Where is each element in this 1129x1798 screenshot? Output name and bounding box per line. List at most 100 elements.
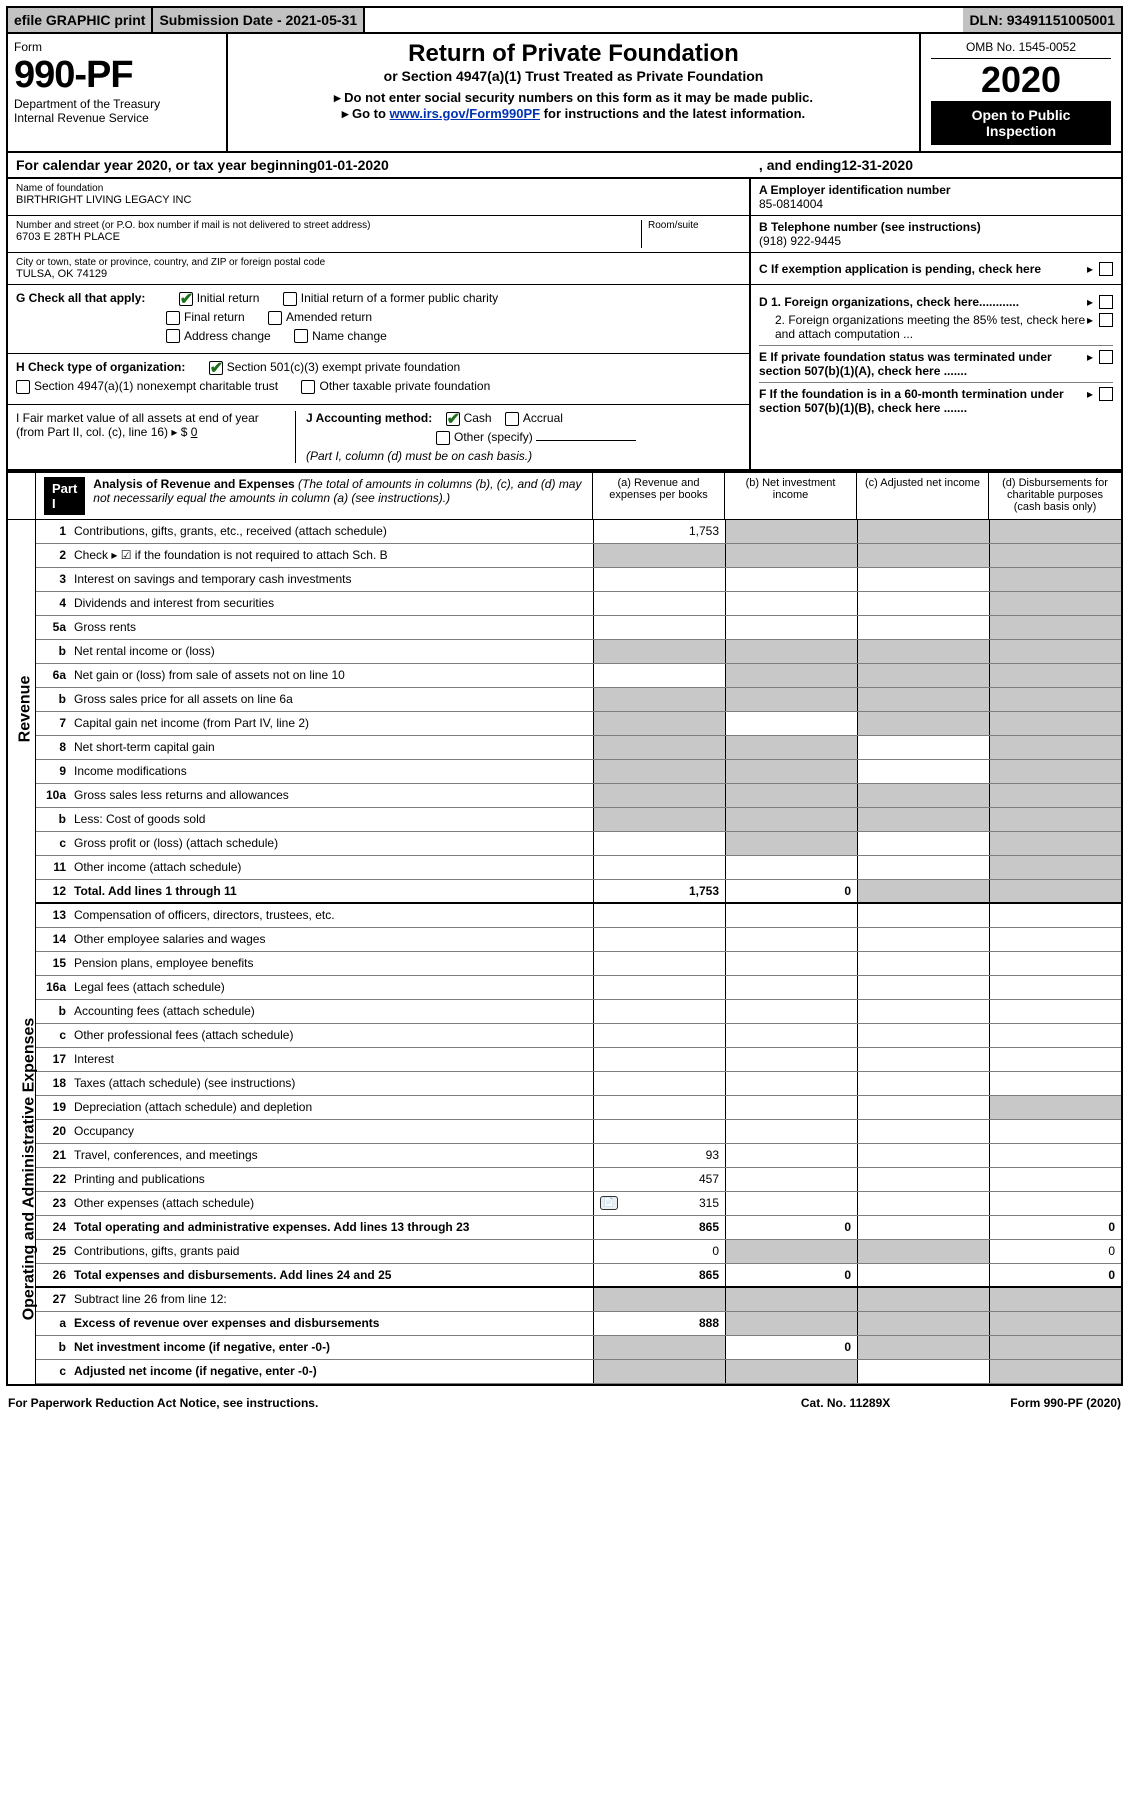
cell-col-b — [725, 712, 857, 735]
j-opt-1: Accrual — [523, 411, 563, 425]
c-checkbox[interactable] — [1099, 262, 1113, 276]
table-row: aExcess of revenue over expenses and dis… — [36, 1312, 1121, 1336]
cell-col-c — [857, 520, 989, 543]
table-row: 23Other expenses (attach schedule) 📄315 — [36, 1192, 1121, 1216]
cell-col-b — [725, 664, 857, 687]
cell-col-d — [989, 928, 1121, 951]
cell-col-c — [857, 1216, 989, 1239]
row-desc: Occupancy — [70, 1120, 593, 1143]
cell-col-d — [989, 808, 1121, 831]
cell-col-b — [725, 1192, 857, 1215]
row-desc: Dividends and interest from securities — [70, 592, 593, 615]
cell-col-c — [857, 712, 989, 735]
cell-col-a — [593, 1000, 725, 1023]
h-opt-1: Section 4947(a)(1) nonexempt charitable … — [34, 379, 278, 393]
cell-col-b — [725, 928, 857, 951]
phone-label: B Telephone number (see instructions) — [759, 220, 1113, 234]
h-501c3-checkbox[interactable] — [209, 361, 223, 375]
g-amended-checkbox[interactable] — [268, 311, 282, 325]
j-cash-checkbox[interactable] — [446, 412, 460, 426]
row-desc: Contributions, gifts, grants, etc., rece… — [70, 520, 593, 543]
cell-col-d — [989, 1000, 1121, 1023]
cell-col-b — [725, 904, 857, 927]
cell-col-c — [857, 1168, 989, 1191]
cell-col-a — [593, 1096, 725, 1119]
cell-col-a — [593, 952, 725, 975]
cell-col-c — [857, 688, 989, 711]
cell-col-b: 0 — [725, 880, 857, 902]
arrow-icon — [1087, 387, 1093, 415]
row-number: 14 — [36, 928, 70, 951]
j-accrual-checkbox[interactable] — [505, 412, 519, 426]
attachment-icon[interactable]: 📄 — [600, 1196, 618, 1210]
d1-checkbox[interactable] — [1099, 295, 1113, 309]
form-header: Form 990-PF Department of the Treasury I… — [8, 34, 1121, 153]
row-number: c — [36, 1360, 70, 1383]
i-label: I Fair market value of all assets at end… — [16, 411, 259, 439]
j-opt-0: Cash — [464, 411, 492, 425]
cell-col-d — [989, 712, 1121, 735]
f-checkbox[interactable] — [1099, 387, 1113, 401]
row-number: 25 — [36, 1240, 70, 1263]
cell-col-c — [857, 1312, 989, 1335]
cell-col-d — [989, 832, 1121, 855]
row-number: c — [36, 1024, 70, 1047]
g-address-checkbox[interactable] — [166, 329, 180, 343]
tax-year: 2020 — [931, 59, 1111, 101]
row-desc: Total expenses and disbursements. Add li… — [70, 1264, 593, 1286]
cell-col-a — [593, 640, 725, 663]
g-opt-3: Amended return — [286, 310, 372, 324]
cell-col-a: 1,753 — [593, 880, 725, 902]
cell-col-b — [725, 568, 857, 591]
cell-col-d — [989, 688, 1121, 711]
cell-col-d: 0 — [989, 1240, 1121, 1263]
irs-link[interactable]: www.irs.gov/Form990PF — [390, 106, 541, 121]
e-checkbox[interactable] — [1099, 350, 1113, 364]
cell-col-d — [989, 880, 1121, 902]
g-final-checkbox[interactable] — [166, 311, 180, 325]
table-row: 7Capital gain net income (from Part IV, … — [36, 712, 1121, 736]
row-number: 20 — [36, 1120, 70, 1143]
instr2-suffix: for instructions and the latest informat… — [540, 106, 805, 121]
row-number: 11 — [36, 856, 70, 879]
cell-col-b — [725, 1240, 857, 1263]
cell-col-d — [989, 976, 1121, 999]
row-number: b — [36, 688, 70, 711]
j-other-checkbox[interactable] — [436, 431, 450, 445]
table-row: 24Total operating and administrative exp… — [36, 1216, 1121, 1240]
form-container: efile GRAPHIC print Submission Date - 20… — [6, 6, 1123, 1386]
row-desc: Total operating and administrative expen… — [70, 1216, 593, 1239]
row-desc: Net short-term capital gain — [70, 736, 593, 759]
cell-col-b — [725, 616, 857, 639]
row-number: b — [36, 1000, 70, 1023]
h-4947-checkbox[interactable] — [16, 380, 30, 394]
row-number: 18 — [36, 1072, 70, 1095]
row-number: 21 — [36, 1144, 70, 1167]
cell-col-d — [989, 1120, 1121, 1143]
row-number: 1 — [36, 520, 70, 543]
row-number: 7 — [36, 712, 70, 735]
cell-col-c — [857, 544, 989, 567]
h-opt-0: Section 501(c)(3) exempt private foundat… — [227, 360, 460, 374]
table-row: 5aGross rents — [36, 616, 1121, 640]
subdate-label: Submission Date - — [159, 12, 285, 28]
table-row: 27Subtract line 26 from line 12: — [36, 1288, 1121, 1312]
g-initial-former-checkbox[interactable] — [283, 292, 297, 306]
g-initial-return-checkbox[interactable] — [179, 292, 193, 306]
part1-tag: Part I — [44, 477, 85, 515]
g-name-checkbox[interactable] — [294, 329, 308, 343]
row-desc: Compensation of officers, directors, tru… — [70, 904, 593, 927]
efile-print[interactable]: efile GRAPHIC print — [8, 8, 153, 32]
cell-col-c — [857, 1120, 989, 1143]
cell-col-c — [857, 1192, 989, 1215]
d2-checkbox[interactable] — [1099, 313, 1113, 327]
row-number: a — [36, 1312, 70, 1335]
cell-col-c — [857, 1072, 989, 1095]
h-other-checkbox[interactable] — [301, 380, 315, 394]
cell-col-b — [725, 1048, 857, 1071]
subdate-value: 2021-05-31 — [286, 12, 358, 28]
cell-col-a — [593, 544, 725, 567]
omb-number: OMB No. 1545-0052 — [931, 40, 1111, 59]
table-row: 6aNet gain or (loss) from sale of assets… — [36, 664, 1121, 688]
table-row: 18Taxes (attach schedule) (see instructi… — [36, 1072, 1121, 1096]
